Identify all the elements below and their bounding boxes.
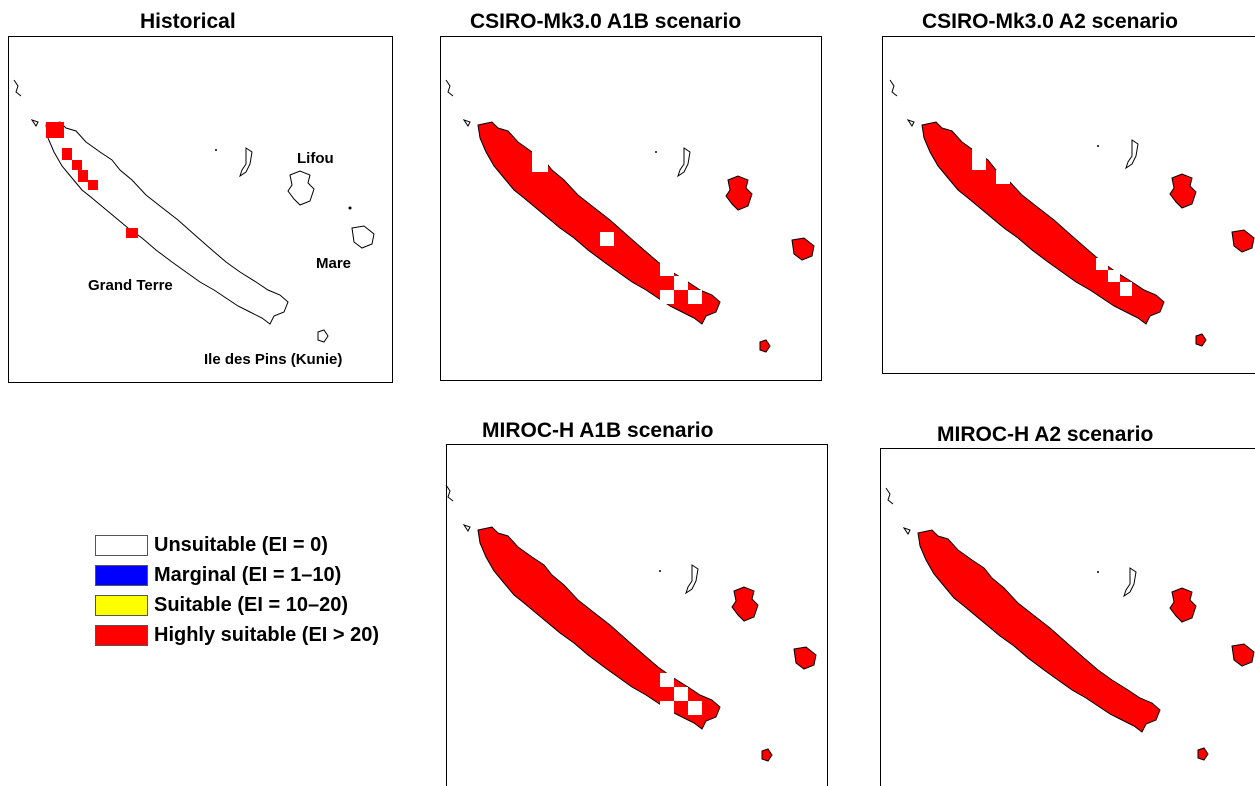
ouvea-island xyxy=(1123,567,1137,598)
unsuitable-cell xyxy=(1120,282,1132,296)
legend-label: Suitable (EI = 10–20) xyxy=(154,593,348,616)
islet xyxy=(445,484,454,502)
islet xyxy=(13,79,22,97)
label-mare: Mare xyxy=(316,255,351,272)
unsuitable-cell xyxy=(660,290,674,304)
unsuitable-cell xyxy=(674,687,688,701)
suitable-cell xyxy=(72,160,82,170)
ile-des-pins-island xyxy=(1195,333,1207,347)
panel-title: Historical xyxy=(140,10,236,33)
ile-des-pins-island xyxy=(761,748,773,762)
legend-item-suitable: Suitable (EI = 10–20) xyxy=(95,590,379,620)
legend-item-highly-suitable: Highly suitable (EI > 20) xyxy=(95,620,379,650)
map-frame xyxy=(8,36,393,383)
panel-title: CSIRO-Mk3.0 A1B scenario xyxy=(470,10,742,33)
label-ile-des-pins: Ile des Pins (Kunie) xyxy=(204,351,342,368)
ile-des-pins-island xyxy=(1197,747,1209,761)
legend-label: Marginal (EI = 1–10) xyxy=(154,563,342,586)
ouvea-island xyxy=(1125,139,1139,170)
suitable-cell xyxy=(78,170,88,182)
islet xyxy=(445,79,454,97)
mare-island xyxy=(351,225,375,249)
grand-terre-island xyxy=(45,121,289,325)
unsuitable-cell xyxy=(600,232,614,246)
unsuitable-cell xyxy=(660,673,674,687)
ile-des-pins-island xyxy=(759,339,771,353)
ouvea-island xyxy=(239,147,253,178)
unsuitable-cell xyxy=(688,701,702,715)
mare-island xyxy=(793,646,817,670)
islet xyxy=(889,79,898,97)
islet xyxy=(885,487,894,505)
unsuitable-cell xyxy=(1096,258,1108,270)
suitable-cell xyxy=(46,122,64,138)
ouvea-island xyxy=(685,564,699,595)
legend-label: Highly suitable (EI > 20) xyxy=(154,623,380,646)
mare-island xyxy=(1231,643,1255,667)
ouvea-island xyxy=(677,147,691,178)
label-lifou: Lifou xyxy=(297,150,334,167)
mare-island xyxy=(1231,229,1255,253)
panel-title: MIROC-H A1B scenario xyxy=(482,419,714,442)
unsuitable-cell xyxy=(660,262,674,276)
islet xyxy=(462,524,471,532)
islet xyxy=(462,119,471,127)
unsuitable-cell xyxy=(674,276,688,290)
unsuitable-cell xyxy=(688,290,702,304)
mare-island xyxy=(791,237,815,261)
grand-terre-island xyxy=(477,526,721,730)
legend-swatch xyxy=(95,534,148,556)
suitable-cell xyxy=(62,148,72,160)
map-frame xyxy=(882,36,1255,374)
panel-title: CSIRO-Mk3.0 A2 scenario xyxy=(922,10,1178,33)
unsuitable-cell xyxy=(996,170,1010,184)
lifou-island xyxy=(731,586,759,622)
panel-title: MIROC-H A2 scenario xyxy=(937,423,1154,446)
legend: Unsuitable (EI = 0) Marginal (EI = 1–10)… xyxy=(95,530,379,650)
unsuitable-cell xyxy=(660,701,674,715)
lifou-island xyxy=(1169,173,1197,209)
legend-item-unsuitable: Unsuitable (EI = 0) xyxy=(95,530,379,560)
islet xyxy=(906,119,915,127)
legend-swatch xyxy=(95,594,148,616)
unsuitable-cell xyxy=(972,140,986,170)
map-frame xyxy=(446,444,828,786)
suitable-cell xyxy=(88,180,98,190)
suitable-cell xyxy=(126,228,138,238)
legend-swatch xyxy=(95,564,148,586)
legend-label: Unsuitable (EI = 0) xyxy=(154,533,328,556)
grand-terre-island xyxy=(917,529,1161,733)
label-grand-terre: Grand Terre xyxy=(88,277,173,294)
ile-des-pins-island xyxy=(317,329,329,343)
unsuitable-cell xyxy=(1108,270,1120,282)
lifou-island xyxy=(1169,587,1197,623)
lifou-island xyxy=(725,175,753,211)
islet xyxy=(30,119,39,127)
islet xyxy=(902,527,911,535)
unsuitable-cell xyxy=(532,150,548,172)
lifou-island xyxy=(287,170,315,206)
legend-item-marginal: Marginal (EI = 1–10) xyxy=(95,560,379,590)
grand-terre-island xyxy=(477,121,721,325)
map-frame xyxy=(440,36,822,381)
legend-swatch xyxy=(95,624,148,646)
